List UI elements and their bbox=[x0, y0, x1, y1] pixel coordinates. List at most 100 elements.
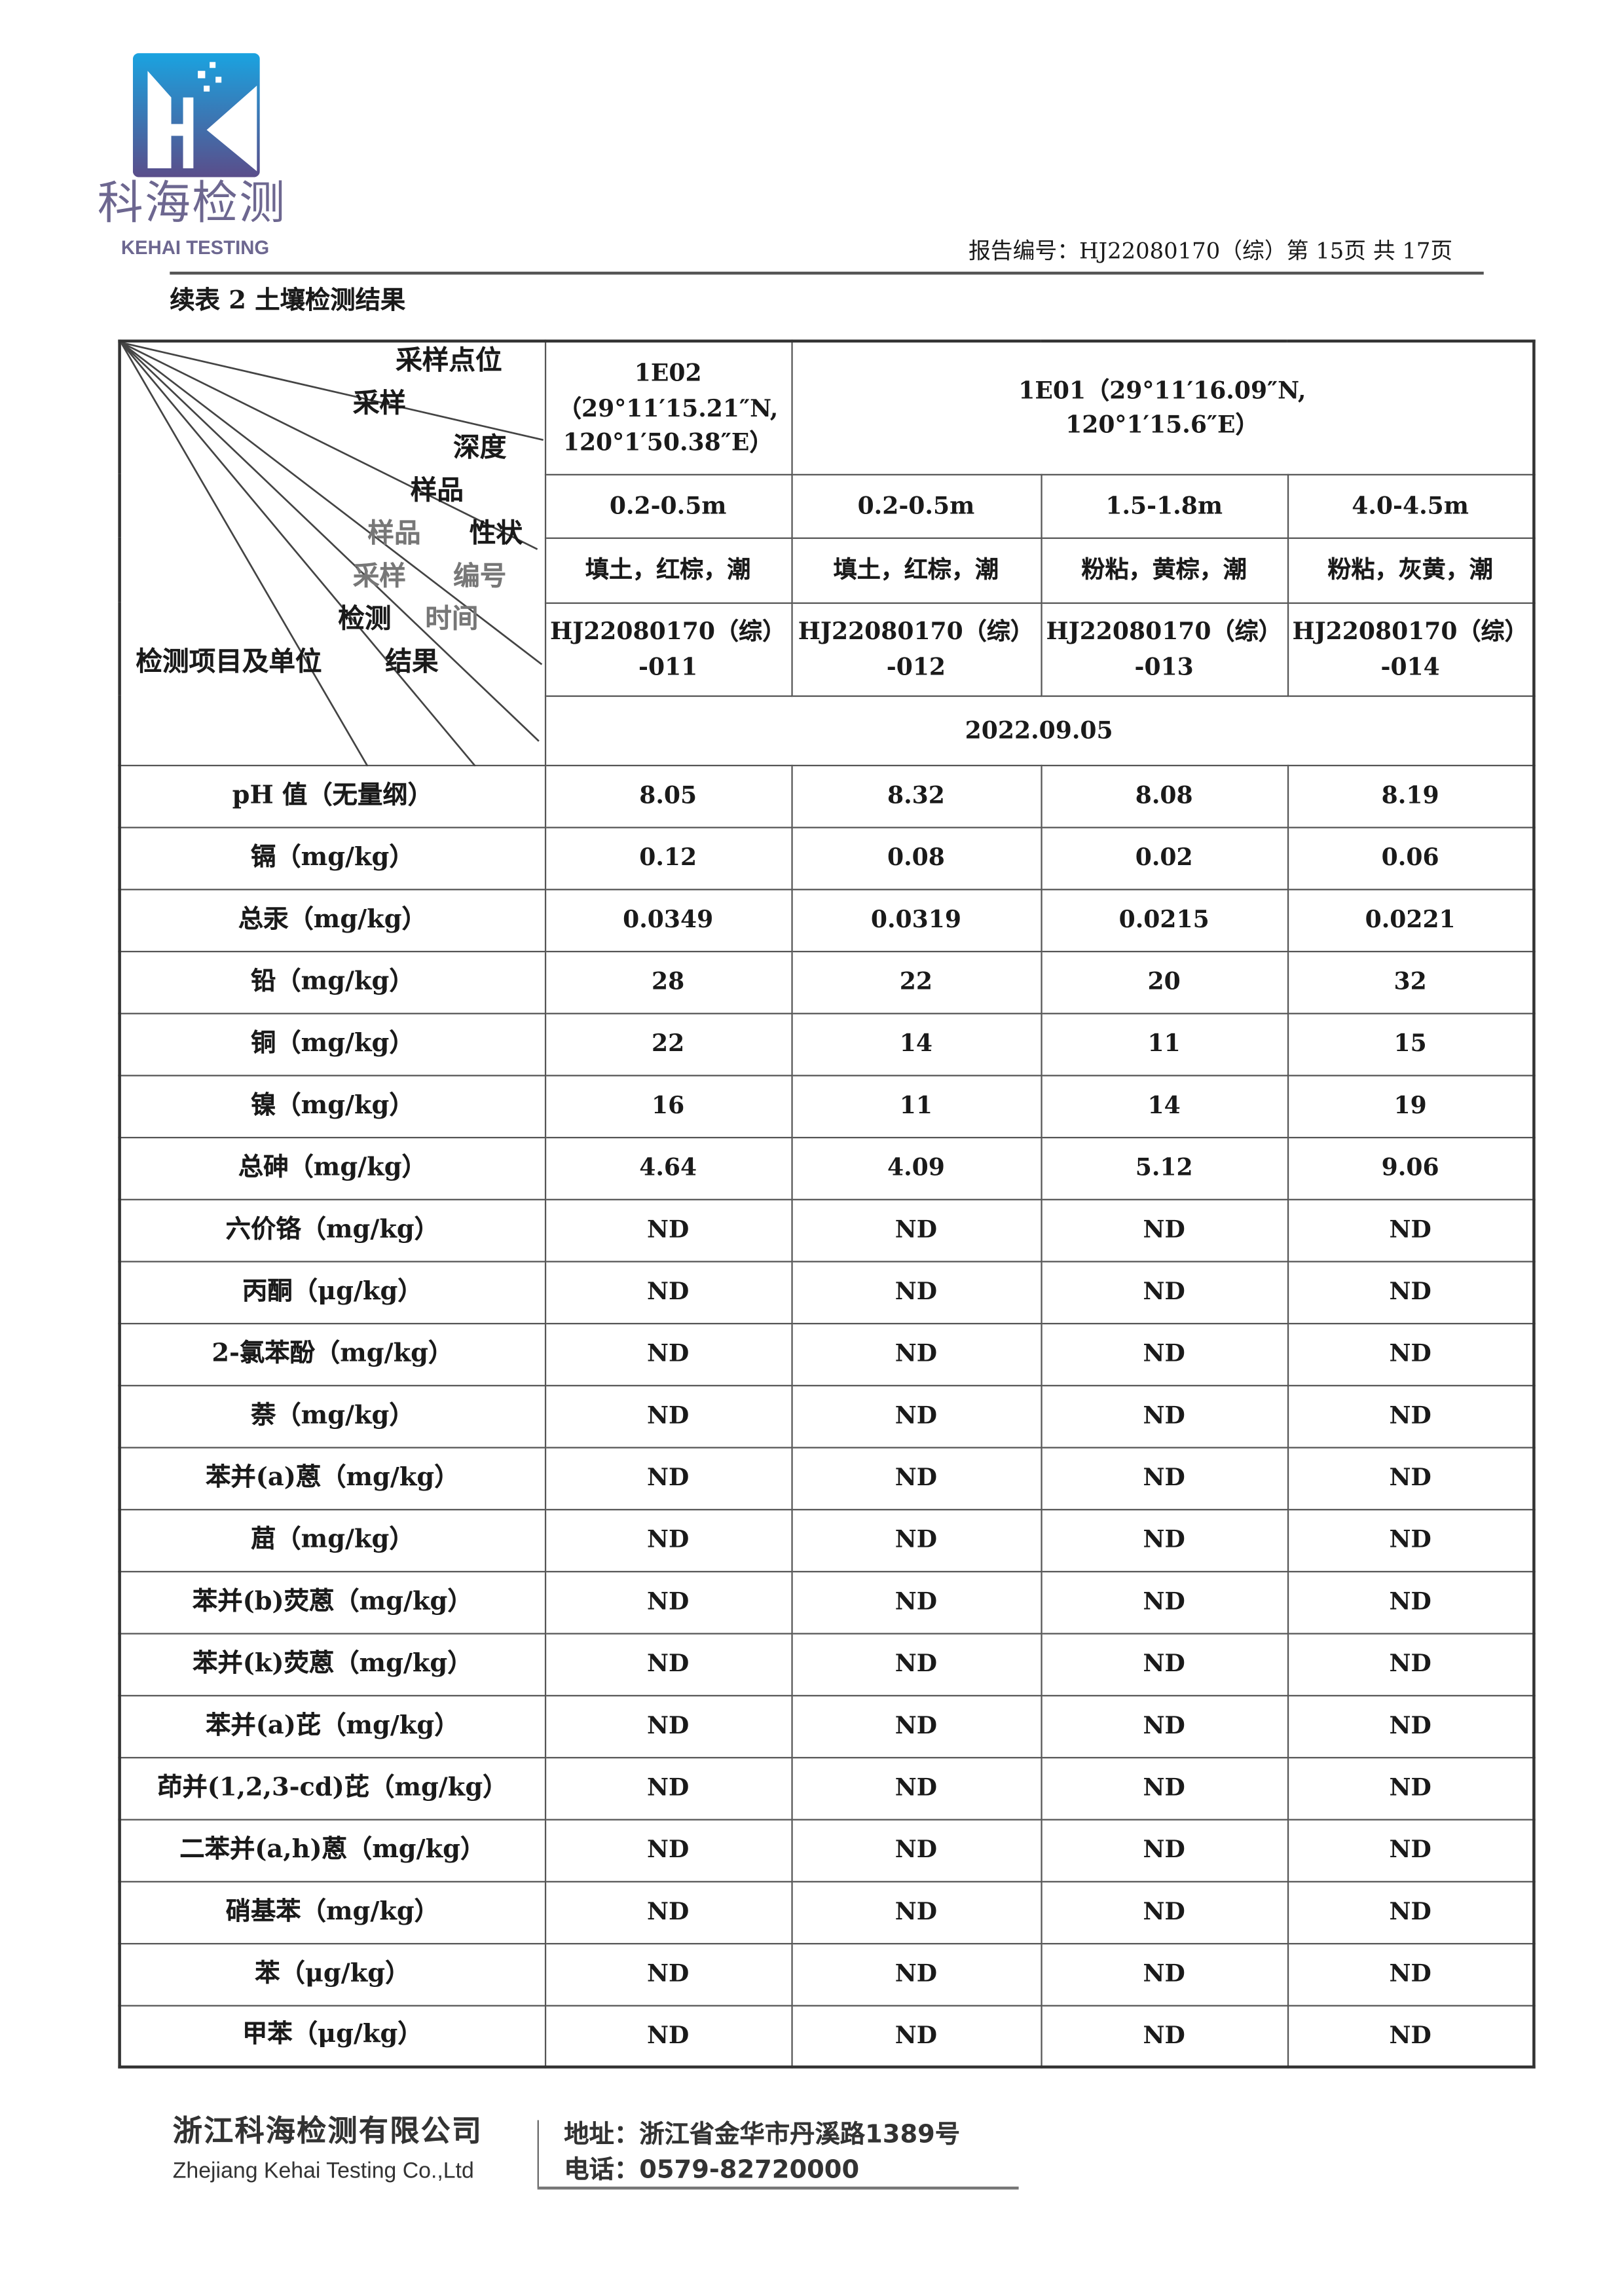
result-value: ND bbox=[544, 1322, 792, 1386]
result-value: ND bbox=[1040, 1632, 1289, 1696]
corner-label: 性状 bbox=[469, 518, 523, 549]
sample-depth: 1.5-1.8m bbox=[1040, 473, 1289, 538]
result-value: 8.32 bbox=[790, 764, 1042, 828]
table-row: 苯并(k)荧蒽（mg/kg） ND ND ND ND bbox=[119, 1632, 1535, 1696]
result-value: ND bbox=[1040, 1384, 1289, 1448]
item-name: 总汞（mg/kg） bbox=[119, 888, 546, 952]
result-value: ND bbox=[1286, 1818, 1535, 1882]
site-name: 1E01（29°11′16.09″N, bbox=[1018, 377, 1306, 405]
table-row: 甲苯（μg/kg） ND ND ND ND bbox=[119, 2004, 1535, 2068]
result-value: 16 bbox=[544, 1074, 792, 1138]
result-value: ND bbox=[790, 1384, 1042, 1448]
corner-label: 采样点位 bbox=[396, 345, 502, 377]
corner-label: 深度 bbox=[453, 432, 507, 464]
item-name: 2-氯苯酚（mg/kg） bbox=[119, 1322, 546, 1386]
result-value: 0.02 bbox=[1040, 826, 1289, 890]
sample-nature: 粉粘，黄棕，潮 bbox=[1040, 536, 1289, 603]
result-value: 4.64 bbox=[544, 1136, 792, 1200]
result-value: ND bbox=[1040, 1570, 1289, 1634]
item-name: 苯并(a)芘（mg/kg） bbox=[119, 1694, 546, 1758]
table-row: 䓛（mg/kg） ND ND ND ND bbox=[119, 1508, 1535, 1572]
result-value: 9.06 bbox=[1286, 1136, 1535, 1200]
result-value: 11 bbox=[790, 1074, 1042, 1138]
sample-depth: 0.2-0.5m bbox=[790, 473, 1042, 538]
sample-depth: 4.0-4.5m bbox=[1286, 473, 1535, 538]
table-title: 续表 2 土壤检测结果 bbox=[170, 286, 406, 316]
table-row: 2-氯苯酚（mg/kg） ND ND ND ND bbox=[119, 1322, 1535, 1386]
footer-divider bbox=[537, 2120, 539, 2189]
result-value: 5.12 bbox=[1040, 1136, 1289, 1200]
site-1E01: 1E01（29°11′16.09″N, 120°1′15.6″E） bbox=[790, 340, 1535, 475]
item-name: 茚并(1,2,3-cd)芘（mg/kg） bbox=[119, 1756, 546, 1820]
result-value: 0.0215 bbox=[1040, 888, 1289, 952]
result-value: 22 bbox=[544, 1012, 792, 1076]
result-value: ND bbox=[1040, 1694, 1289, 1758]
result-value: ND bbox=[790, 1694, 1042, 1758]
sample-code-main: HJ22080170（综） bbox=[1046, 618, 1282, 646]
item-name: 苯（μg/kg） bbox=[119, 1942, 546, 2006]
item-name: 六价铬（mg/kg） bbox=[119, 1198, 546, 1262]
depth-row: 0.2-0.5m 0.2-0.5m 1.5-1.8m 4.0-4.5m bbox=[120, 473, 1535, 538]
logo-text-en: KEHAI TESTING bbox=[120, 236, 270, 259]
result-value: 0.08 bbox=[790, 826, 1042, 890]
result-value: 0.0319 bbox=[790, 888, 1042, 952]
table-row: 硝基苯（mg/kg） ND ND ND ND bbox=[119, 1880, 1535, 1944]
result-value: 15 bbox=[1286, 1012, 1535, 1076]
sample-code: HJ22080170（综） -014 bbox=[1286, 601, 1535, 696]
header-divider bbox=[170, 271, 1484, 275]
item-name: 镍（mg/kg） bbox=[119, 1074, 546, 1138]
item-name: 二苯并(a,h)蒽（mg/kg） bbox=[119, 1818, 546, 1882]
table-row: 苯并(b)荧蒽（mg/kg） ND ND ND ND bbox=[119, 1570, 1535, 1634]
item-name: 甲苯（μg/kg） bbox=[119, 2004, 546, 2068]
result-value: ND bbox=[1286, 1942, 1535, 2006]
result-value: ND bbox=[1286, 1260, 1535, 1324]
result-value: ND bbox=[544, 1570, 792, 1634]
result-value: ND bbox=[790, 1818, 1042, 1882]
result-value: ND bbox=[544, 1446, 792, 1510]
table-row: 铅（mg/kg） 28 22 20 32 bbox=[119, 950, 1535, 1014]
corner-label: 编号 bbox=[453, 561, 507, 593]
site-coord: 120°1′50.38″E） bbox=[563, 428, 773, 456]
result-value: ND bbox=[1286, 1384, 1535, 1448]
result-value: ND bbox=[1040, 2004, 1289, 2068]
table-row: 总汞（mg/kg） 0.0349 0.0319 0.0215 0.0221 bbox=[119, 888, 1535, 952]
result-value: ND bbox=[1040, 1322, 1289, 1386]
result-value: ND bbox=[1040, 1756, 1289, 1820]
table-row: 丙酮（μg/kg） ND ND ND ND bbox=[119, 1260, 1535, 1324]
result-value: 28 bbox=[544, 950, 792, 1014]
corner-label: 检测 bbox=[338, 604, 392, 635]
result-value: ND bbox=[790, 1942, 1042, 2006]
soil-results-table: 采样点位 采样 深度 样品 样品 性状 采样 编号 检测 时间 检测项目及单位 … bbox=[118, 339, 1536, 2069]
result-value: ND bbox=[790, 1260, 1042, 1324]
logo-text-cn: 科海检测 bbox=[97, 177, 287, 231]
footer-address: 地址：浙江省金华市丹溪路1389号 bbox=[564, 2120, 961, 2150]
corner-label: 时间 bbox=[425, 604, 479, 635]
result-value: 14 bbox=[790, 1012, 1042, 1076]
table-row: 二苯并(a,h)蒽（mg/kg） ND ND ND ND bbox=[119, 1818, 1535, 1882]
table-row: 镉（mg/kg） 0.12 0.08 0.02 0.06 bbox=[119, 826, 1535, 890]
result-value: ND bbox=[790, 1322, 1042, 1386]
result-value: ND bbox=[1286, 1198, 1535, 1262]
result-value: 4.09 bbox=[790, 1136, 1042, 1200]
result-value: ND bbox=[790, 2004, 1042, 2068]
footer-company-en: Zhejiang Kehai Testing Co.,Ltd bbox=[172, 2158, 474, 2184]
table-row: 镍（mg/kg） 16 11 14 19 bbox=[119, 1074, 1535, 1138]
table-row: 苯（μg/kg） ND ND ND ND bbox=[119, 1942, 1535, 2006]
result-value: ND bbox=[790, 1198, 1042, 1262]
header-corner-cell: 采样点位 采样 深度 样品 样品 性状 采样 编号 检测 时间 检测项目及单位 … bbox=[119, 340, 546, 767]
table-row: 铜（mg/kg） 22 14 11 15 bbox=[119, 1012, 1535, 1076]
result-value: ND bbox=[790, 1570, 1042, 1634]
result-value: 20 bbox=[1040, 950, 1289, 1014]
corner-label: 结果 bbox=[385, 646, 439, 678]
sample-code-main: HJ22080170（综） bbox=[550, 618, 786, 646]
result-value: ND bbox=[1286, 1880, 1535, 1944]
sample-nature: 粉粘，灰黄，潮 bbox=[1286, 536, 1535, 603]
sample-code-suffix: -011 bbox=[638, 652, 698, 680]
result-value: ND bbox=[1286, 1756, 1535, 1820]
item-name: 铅（mg/kg） bbox=[119, 950, 546, 1014]
result-value: 32 bbox=[1286, 950, 1535, 1014]
corner-label: 检测项目及单位 bbox=[136, 646, 322, 678]
result-value: ND bbox=[1040, 1508, 1289, 1572]
result-value: 22 bbox=[790, 950, 1042, 1014]
result-value: ND bbox=[1040, 1942, 1289, 2006]
